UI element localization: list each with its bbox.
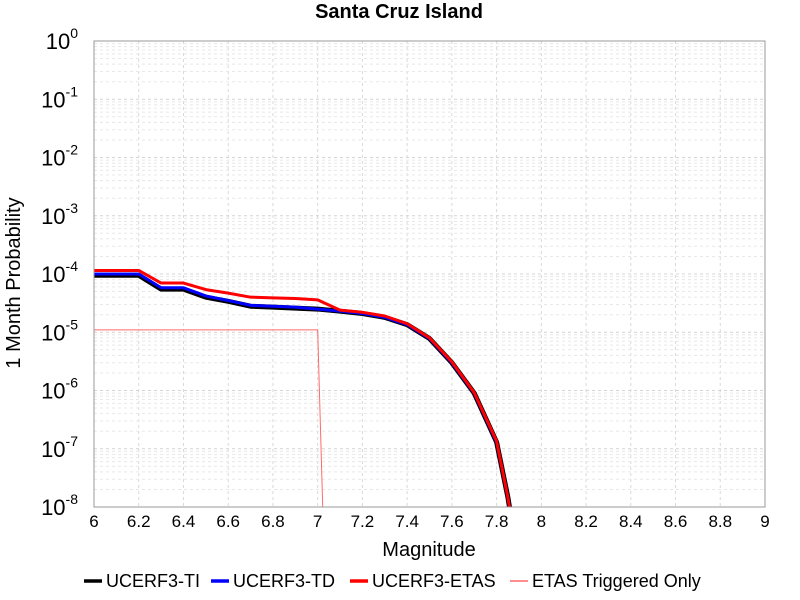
x-tick-label: 7.8 (485, 512, 509, 531)
x-tick-label: 8 (537, 512, 546, 531)
x-tick-label: 9 (760, 512, 769, 531)
plot-frame (93, 40, 766, 508)
y-tick-label: 10-1 (41, 83, 78, 112)
x-tick-label: 8.4 (619, 512, 643, 531)
x-tick-label: 7.6 (440, 512, 464, 531)
y-tick-label: 10-4 (41, 258, 78, 287)
legend: UCERF3-TI UCERF3-TD UCERF3-ETAS ETAS Trigge… (84, 571, 701, 591)
y-tick-label: 10-5 (41, 316, 78, 345)
y-tick-label: 10-6 (41, 375, 78, 404)
x-tick-label: 6 (89, 512, 98, 531)
x-tick-label: 6.4 (172, 512, 196, 531)
x-tick-label: 7.4 (395, 512, 419, 531)
x-tick-label: 8.2 (574, 512, 598, 531)
grid (93, 41, 766, 508)
x-axis-label: Magnitude (382, 539, 475, 561)
y-tick-label: 10-8 (41, 491, 78, 520)
series-layer (94, 268, 512, 507)
x-tick-label: 7 (313, 512, 322, 531)
y-axis-label: 1 Month Probability (3, 197, 25, 368)
x-tick-label: 6.8 (261, 512, 285, 531)
y-axis-ticks: 100 10-1 10-2 10-3 10-4 10-5 10-6 10-7 10-8 (41, 25, 78, 520)
y-tick-label: 10-7 (41, 433, 78, 462)
y-tick-label: 10-3 (41, 200, 78, 229)
legend-label: UCERF3-ETAS (372, 571, 496, 591)
legend-label: UCERF3-TD (233, 571, 335, 591)
x-tick-label: 6.6 (216, 512, 240, 531)
x-tick-label: 8.8 (708, 512, 732, 531)
x-axis-ticks: 6 6.2 6.4 6.6 6.8 7 7.2 7.4 7.6 7.8 8 8.2 8.4 8.6 8.8 9 (89, 512, 769, 531)
y-tick-label: 10-2 (41, 142, 78, 171)
series-line-ucerf3-etas (94, 268, 511, 507)
chart-title: Santa Cruz Island (315, 1, 483, 23)
x-tick-label: 8.6 (664, 512, 688, 531)
legend-label: ETAS Triggered Only (532, 571, 701, 591)
x-tick-label: 7.2 (351, 512, 375, 531)
x-tick-label: 6.2 (127, 512, 151, 531)
y-tick-label: 100 (46, 25, 78, 54)
series-line-etas-triggered-only (94, 329, 324, 507)
legend-label: UCERF3-TI (106, 571, 200, 591)
